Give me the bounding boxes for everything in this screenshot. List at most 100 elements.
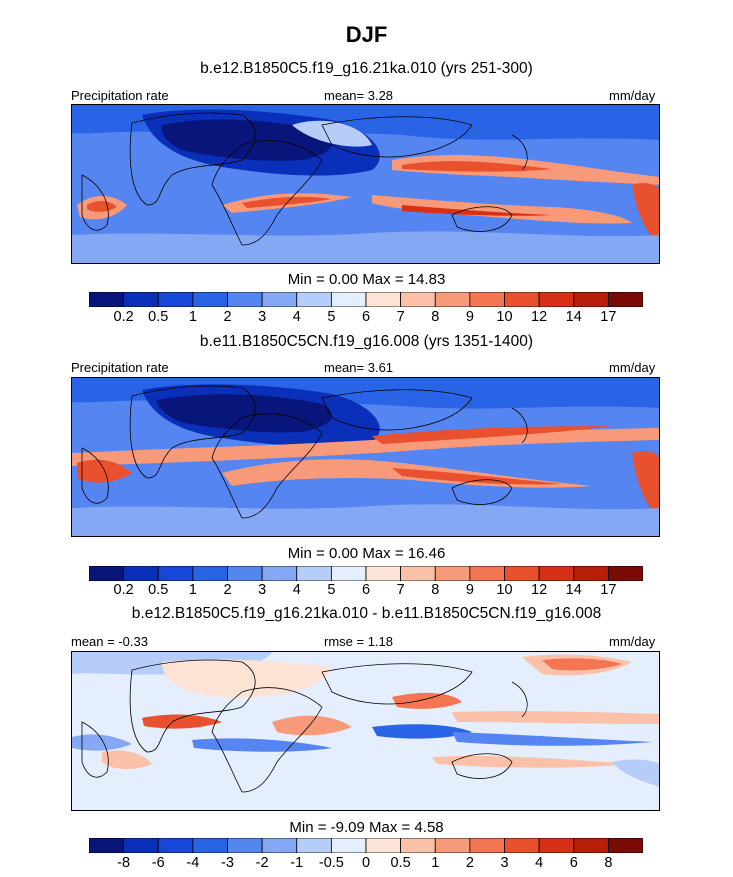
panel1-colorbar-tick-label: 17 xyxy=(600,309,617,325)
panel3-colorbar-svg xyxy=(89,838,643,853)
panel3-colorbar-tick-label: 8 xyxy=(604,855,613,871)
panel3-mean-label: mean = -0.33 xyxy=(71,634,148,649)
panel1-colorbar-tick-label: 9 xyxy=(465,309,474,325)
panel3-colorbar-tick-label: -4 xyxy=(186,855,200,871)
panel3-colorbar-swatch xyxy=(330,838,367,853)
panel3-colorbar-swatch xyxy=(538,838,575,853)
panel1-map xyxy=(71,104,660,264)
panel2-colorbar-tick-label: 1 xyxy=(188,582,197,598)
panel2-colorbar-swatch xyxy=(504,566,540,581)
panel1-subtitle: b.e12.B1850C5.f19_g16.21ka.010 (yrs 251-… xyxy=(200,60,533,77)
panel3-colorbar-swatch xyxy=(227,838,263,853)
panel3-colorbar-swatch xyxy=(89,838,125,853)
panel2-map xyxy=(71,377,660,537)
panel3-colorbar xyxy=(89,838,643,853)
panel3-colorbar-tick-label: -6 xyxy=(151,855,165,871)
panel1-colorbar-tick-label: 6 xyxy=(361,309,371,325)
panel3-colorbar-swatch xyxy=(157,838,194,853)
panel1-colorbar-swatch xyxy=(330,292,367,307)
panel2-colorbar-swatch xyxy=(469,566,505,581)
panel2-colorbar-ticks: 0.2 0.5 1 2 3 4 5 6 7 8 9 10 12 14 17 xyxy=(89,582,643,600)
panel2-colorbar-swatch xyxy=(296,566,332,581)
panel1-minmax: Min = 0.00 Max = 14.83 xyxy=(287,271,446,288)
panel3-colorbar-swatch xyxy=(123,838,159,853)
panel2-colorbar-swatch xyxy=(400,566,436,581)
panel3-colorbar-swatch xyxy=(261,838,298,853)
panel2-colorbar-tick-label: 3 xyxy=(258,582,267,598)
panel1-colorbar-swatch xyxy=(538,292,575,307)
panel3-colorbar-tick-label: 0.5 xyxy=(390,855,411,871)
panel2-colorbar-swatch xyxy=(434,566,471,581)
panel3-colorbar-tick-label: 4 xyxy=(535,855,544,871)
panel2-colorbar-swatch xyxy=(123,566,159,581)
panel3-map xyxy=(71,651,660,811)
panel3-colorbar-tick-label: 6 xyxy=(569,855,578,871)
panel2-colorbar-tick-label: 12 xyxy=(531,582,548,598)
panel2-variable-label: Precipitation rate xyxy=(71,360,169,375)
panel1-colorbar-tick-label: 7 xyxy=(396,309,405,325)
panel3-units-label: mm/day xyxy=(609,634,656,649)
panel2-colorbar-swatch xyxy=(538,566,575,581)
panel1-colorbar-swatch xyxy=(434,292,471,307)
panel3-colorbar-swatch xyxy=(296,838,332,853)
panel1-colorbar-tick-label: 3 xyxy=(258,309,267,325)
panel2-colorbar-tick-label: 9 xyxy=(465,582,474,598)
panel3-colorbar-tick-label: -3 xyxy=(221,855,234,871)
panel2-colorbar-swatch xyxy=(607,566,643,581)
panel2-colorbar xyxy=(89,566,643,581)
panel3-minmax: Min = -9.09 Max = 4.58 xyxy=(289,819,444,836)
panel3-colorbar-swatch xyxy=(607,838,643,853)
panel2-colorbar-tick-label: 4 xyxy=(292,582,301,598)
panel1-colorbar-tick-label: 0.2 xyxy=(113,309,134,325)
panel2-colorbar-tick-label: 7 xyxy=(396,582,405,598)
panel1-colorbar-swatch xyxy=(296,292,332,307)
panel2-colorbar-tick-label: 6 xyxy=(361,582,371,598)
panel3-colorbar-swatch xyxy=(434,838,471,853)
panel3-rmse-label: rmse = 1.18 xyxy=(324,634,394,649)
panel1-colorbar-swatch xyxy=(157,292,194,307)
panel1-colorbar-tick-label: 12 xyxy=(531,309,548,325)
panel2-colorbar-tick-label: 14 xyxy=(565,582,582,598)
panel1-colorbar-tick-label: 0.5 xyxy=(148,309,169,325)
panel1-colorbar-svg xyxy=(89,292,643,307)
panel3-colorbar-tick-label: 2 xyxy=(465,855,474,871)
panel1-colorbar-swatch xyxy=(261,292,298,307)
panel2-colorbar-swatch xyxy=(330,566,367,581)
panel2-colorbar-swatch xyxy=(89,566,125,581)
panel1-colorbar-swatch xyxy=(607,292,643,307)
panel1-colorbar-tick-label: 14 xyxy=(565,309,582,325)
panel1-colorbar-swatch xyxy=(123,292,159,307)
panel1-colorbar-tick-label: 4 xyxy=(292,309,301,325)
panel1-variable-label: Precipitation rate xyxy=(71,88,169,103)
panel1-colorbar-swatch xyxy=(227,292,263,307)
panel1-colorbar-tick-label: 5 xyxy=(327,309,336,325)
panel3-colorbar-swatch xyxy=(192,838,228,853)
panel1-colorbar-swatch xyxy=(192,292,228,307)
panel1-units-label: mm/day xyxy=(609,88,656,103)
panel2-colorbar-swatch xyxy=(573,566,609,581)
panel3-colorbar-swatch xyxy=(504,838,540,853)
panel3-colorbar-tick-label: -8 xyxy=(117,855,131,871)
panel1-colorbar-swatch xyxy=(469,292,505,307)
panel3-colorbar-swatch xyxy=(469,838,505,853)
panel1-colorbar-swatch xyxy=(504,292,540,307)
panel2-colorbar-swatch xyxy=(192,566,228,581)
panel2-mean-label: mean= 3.61 xyxy=(324,360,394,375)
panel2-colorbar-tick-label: 10 xyxy=(496,582,513,598)
panel1-colorbar-swatch xyxy=(573,292,609,307)
panel2-colorbar-swatch xyxy=(157,566,194,581)
panel3-colorbar-ticks: -8 -6 -4 -3 -2 -1 -0.5 0 0.5 1 2 3 4 6 8 xyxy=(89,855,643,873)
panel1-colorbar xyxy=(89,292,643,307)
panel2-colorbar-svg xyxy=(89,566,643,581)
panel3-colorbar-tick-label: -0.5 xyxy=(318,855,344,871)
panel2-colorbar-tick-label: 17 xyxy=(600,582,617,598)
panel1-colorbar-swatch xyxy=(365,292,402,307)
panel3-colorbar-swatch xyxy=(573,838,609,853)
panel2-colorbar-swatch xyxy=(365,566,402,581)
panel1-colorbar-swatch xyxy=(400,292,436,307)
panel3-subtitle: b.e12.B1850C5.f19_g16.21ka.010 - b.e11.B… xyxy=(131,605,602,622)
panel2-subtitle: b.e11.B1850C5CN.f19_g16.008 (yrs 1351-14… xyxy=(199,333,534,350)
panel3-colorbar-tick-label: 0 xyxy=(361,855,371,871)
panel3-colorbar-swatch xyxy=(400,838,436,853)
panel3-colorbar-tick-label: -2 xyxy=(255,855,269,871)
